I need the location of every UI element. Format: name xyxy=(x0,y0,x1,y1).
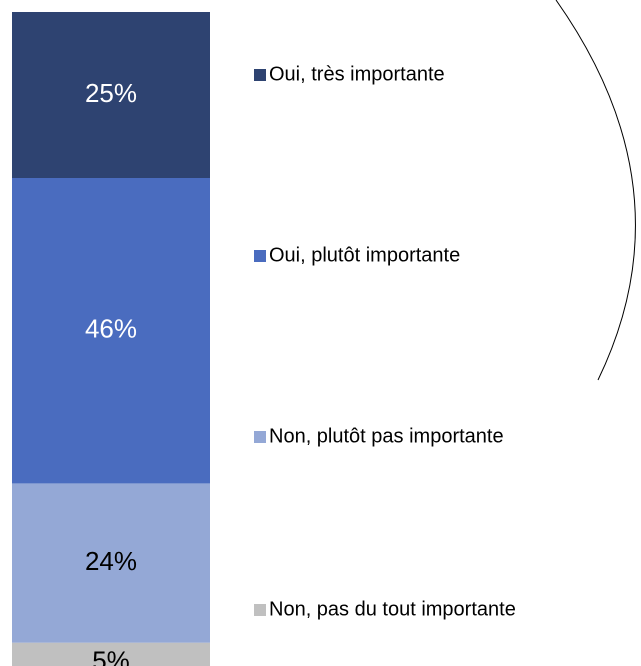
bracket xyxy=(555,0,636,381)
legend-label: Non, pas du tout importante xyxy=(269,598,516,620)
legend-marker xyxy=(254,69,266,81)
legend-label: Oui, très importante xyxy=(269,63,445,85)
legend-label: Oui, plutôt importante xyxy=(269,244,460,266)
value-label: 24% xyxy=(85,546,137,576)
value-label: 5% xyxy=(92,646,130,666)
value-label: 25% xyxy=(85,78,137,108)
bar-segment xyxy=(12,12,210,178)
legend-label: Non, plutôt pas importante xyxy=(269,425,504,447)
legend-marker xyxy=(254,604,266,616)
bar-segment xyxy=(12,642,210,666)
value-label: 46% xyxy=(85,314,137,344)
legend-marker xyxy=(254,431,266,443)
legend-marker xyxy=(254,250,266,262)
bar-segment xyxy=(12,178,210,484)
bar-segment xyxy=(12,483,210,643)
